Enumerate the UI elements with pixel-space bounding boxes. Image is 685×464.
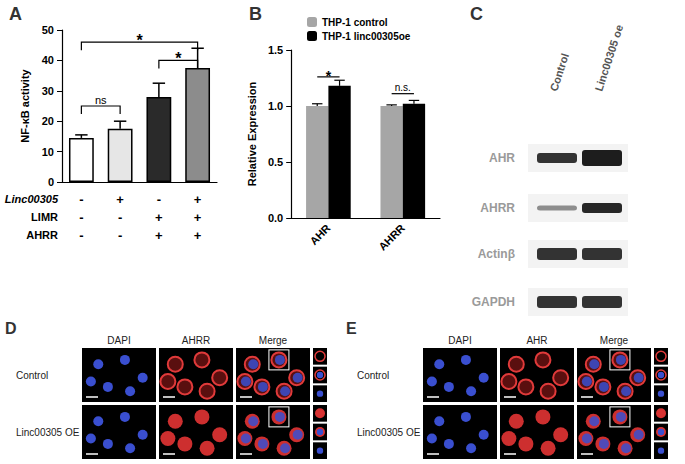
svg-text:0.5: 0.5 <box>268 156 283 168</box>
svg-text:10: 10 <box>42 146 54 158</box>
svg-text:Control: Control <box>547 52 570 93</box>
svg-text:40: 40 <box>42 54 54 66</box>
svg-text:0.0: 0.0 <box>268 212 283 224</box>
svg-text:Linc00305: Linc00305 <box>5 193 59 205</box>
svg-text:Merge: Merge <box>259 335 288 346</box>
svg-text:GAPDH: GAPDH <box>472 295 515 309</box>
svg-text:DAPI: DAPI <box>448 335 471 346</box>
svg-text:-: - <box>79 192 83 207</box>
svg-text:A: A <box>9 4 22 24</box>
svg-text:Control: Control <box>357 370 389 381</box>
svg-text:Merge: Merge <box>600 335 629 346</box>
svg-text:+: + <box>194 192 202 207</box>
svg-text:D: D <box>5 320 17 337</box>
svg-text:-: - <box>79 210 83 225</box>
svg-text:-: - <box>157 192 161 207</box>
svg-text:AHR: AHR <box>307 222 332 247</box>
svg-text:50: 50 <box>42 24 54 36</box>
svg-text:+: + <box>155 228 163 243</box>
svg-text:DAPI: DAPI <box>107 335 130 346</box>
svg-text:AHRR: AHRR <box>182 335 210 346</box>
svg-text:+: + <box>194 210 202 225</box>
svg-text:Actinβ: Actinβ <box>478 247 515 261</box>
svg-text:20: 20 <box>42 115 54 127</box>
svg-text:AHRR: AHRR <box>480 201 515 215</box>
svg-text:-: - <box>118 210 122 225</box>
svg-text:LIMR: LIMR <box>31 211 58 223</box>
svg-text:+: + <box>194 228 202 243</box>
svg-text:AHRR: AHRR <box>26 229 58 241</box>
svg-text:n.s.: n.s. <box>395 82 411 93</box>
svg-text:+: + <box>116 192 124 207</box>
svg-text:-: - <box>79 228 83 243</box>
svg-text:B: B <box>249 4 262 24</box>
svg-text:*: * <box>175 50 182 67</box>
svg-text:E: E <box>346 320 357 337</box>
svg-text:-: - <box>118 228 122 243</box>
svg-text:30: 30 <box>42 85 54 97</box>
svg-text:Linc00305 oe: Linc00305 oe <box>592 23 625 92</box>
svg-text:+: + <box>155 210 163 225</box>
svg-text:*: * <box>326 68 332 84</box>
svg-text:1.0: 1.0 <box>268 100 283 112</box>
svg-text:C: C <box>470 4 483 24</box>
svg-text:NF-κB activity: NF-κB activity <box>19 68 31 142</box>
svg-text:Linc00305 OE: Linc00305 OE <box>357 427 421 438</box>
svg-text:THP-1 linc00305oe: THP-1 linc00305oe <box>322 31 411 42</box>
svg-text:AHRR: AHRR <box>376 222 407 253</box>
svg-text:AHR: AHR <box>489 151 515 165</box>
svg-text:Control: Control <box>16 370 48 381</box>
svg-text:THP-1 control: THP-1 control <box>322 17 388 28</box>
svg-text:Relative Expression: Relative Expression <box>246 81 258 186</box>
svg-text:Linc00305 OE: Linc00305 OE <box>16 427 80 438</box>
svg-text:AHR: AHR <box>526 335 547 346</box>
svg-text:0: 0 <box>48 176 54 188</box>
svg-text:ns: ns <box>95 94 107 106</box>
svg-text:1.5: 1.5 <box>268 44 283 56</box>
svg-text:*: * <box>136 32 143 49</box>
